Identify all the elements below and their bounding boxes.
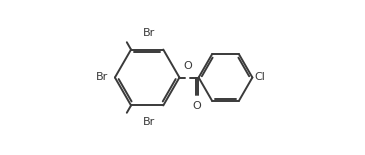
Text: O: O [184, 61, 192, 71]
Text: Br: Br [143, 117, 155, 127]
Text: Br: Br [143, 28, 155, 38]
Text: Br: Br [96, 73, 108, 82]
Text: O: O [192, 101, 201, 111]
Text: Cl: Cl [254, 73, 265, 82]
